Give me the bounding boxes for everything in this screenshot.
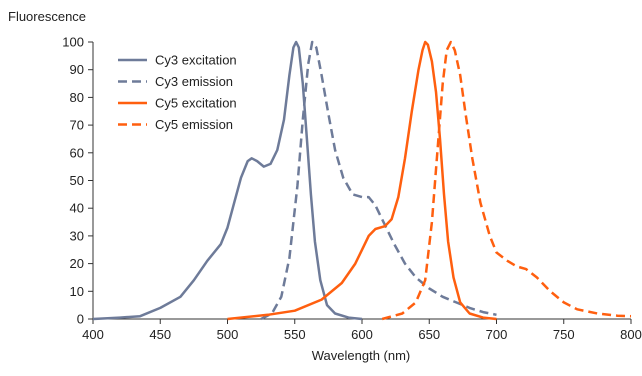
- legend: Cy3 excitation Cy3 emission Cy5 excitation…: [118, 53, 237, 132]
- legend-label: Cy3 excitation: [155, 53, 237, 68]
- series-line-cy3-emission: [260, 40, 497, 321]
- y-tick-label: 0: [77, 312, 84, 327]
- x-tick-label: 450: [149, 327, 171, 342]
- series-layer: [92, 40, 632, 321]
- legend-label: Cy5 excitation: [155, 96, 237, 111]
- x-tick-label: 700: [486, 327, 508, 342]
- y-tick-label: 50: [70, 173, 84, 188]
- y-tick-label: 20: [70, 256, 84, 271]
- x-tick-label: 750: [553, 327, 575, 342]
- series-line-cy5-emission: [381, 40, 632, 321]
- x-tick-label: 800: [620, 327, 642, 342]
- x-tick-label: 500: [217, 327, 239, 342]
- x-tick-label: 550: [284, 327, 306, 342]
- y-tick-label: 100: [62, 35, 84, 50]
- y-tick-label: 30: [70, 228, 84, 243]
- y-axis-title: Fluorescence: [8, 9, 86, 24]
- y-tick-label: 10: [70, 284, 84, 299]
- legend-label: Cy5 emission: [155, 117, 233, 132]
- y-tick-label: 40: [70, 201, 84, 216]
- y-tick-label: 80: [70, 90, 84, 105]
- series-line-cy3-excitation: [92, 40, 363, 321]
- x-axis-title: Wavelength (nm): [312, 348, 411, 363]
- x-tick-label: 650: [418, 327, 440, 342]
- x-tick-label: 400: [82, 327, 104, 342]
- x-tick-label: 600: [351, 327, 373, 342]
- series-line-cy5-excitation: [227, 40, 497, 321]
- legend-label: Cy3 emission: [155, 74, 233, 89]
- axes: 0 10 20 30 40 50 60 70 80 90 100 400 450 500 550 600 650…: [62, 35, 642, 343]
- y-tick-label: 70: [70, 118, 84, 133]
- y-tick-label: 90: [70, 62, 84, 77]
- y-tick-label: 60: [70, 145, 84, 160]
